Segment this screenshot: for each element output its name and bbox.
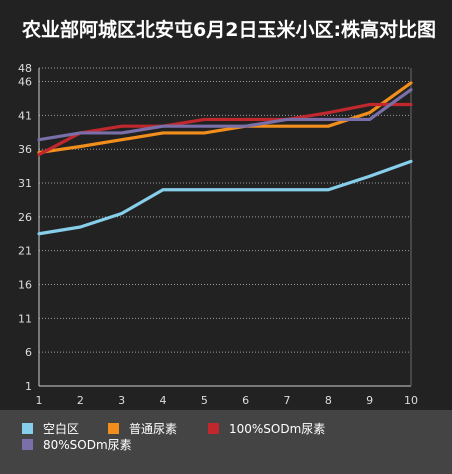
- y-tick-label: 21: [18, 245, 32, 258]
- x-tick-label: 5: [201, 394, 208, 407]
- legend-item[interactable]: 普通尿素: [108, 420, 177, 437]
- legend-label: 80%SODm尿素: [43, 438, 132, 452]
- x-tick-label: 3: [118, 394, 125, 407]
- y-tick-label: 6: [25, 346, 32, 359]
- y-tick-label: 46: [18, 76, 32, 89]
- series-line-2: [37, 81, 413, 155]
- legend-item[interactable]: 100%SODm尿素: [208, 420, 325, 437]
- x-tick-label: 7: [284, 394, 291, 407]
- y-tick-label: 31: [18, 177, 32, 190]
- y-tick-label: 36: [18, 143, 32, 156]
- grid-lines: [39, 67, 411, 387]
- x-tick-label: 9: [366, 394, 373, 407]
- legend-label: 空白区: [43, 422, 80, 436]
- series-lines: [37, 81, 413, 236]
- x-tick-label: 6: [242, 394, 249, 407]
- legend-swatch: [108, 423, 119, 434]
- axes: [38, 68, 412, 387]
- series-line-3: [37, 102, 413, 157]
- legend-swatch: [22, 423, 33, 434]
- series-line-1: [37, 159, 413, 236]
- y-tick-label: 16: [18, 279, 32, 292]
- y-tick-label: 11: [18, 312, 32, 325]
- legend-item[interactable]: 80%SODm尿素: [22, 436, 132, 453]
- legend-label: 100%SODm尿素: [229, 422, 326, 436]
- legend-item[interactable]: 空白区: [22, 420, 79, 437]
- legend-label: 普通尿素: [129, 422, 178, 436]
- chart-title: 农业部阿城区北安屯6月2日玉米小区:株高对比图: [22, 19, 437, 41]
- x-tick-label: 8: [325, 394, 332, 407]
- y-tick-label: 41: [18, 109, 32, 122]
- x-tick-label: 4: [160, 394, 167, 407]
- legend-swatch: [22, 439, 33, 450]
- y-tick-label: 1: [25, 380, 32, 393]
- legend-swatch: [208, 423, 219, 434]
- x-tick-label: 10: [404, 394, 418, 407]
- y-tick-label: 26: [18, 211, 32, 224]
- x-tick-label: 2: [77, 394, 84, 407]
- chart-legend: 空白区 普通尿素 100%SODm尿素 80%SODm尿素: [0, 410, 452, 474]
- x-tick-label: 1: [36, 394, 43, 407]
- series-line-4: [37, 88, 413, 142]
- y-tick-label: 48: [18, 62, 32, 75]
